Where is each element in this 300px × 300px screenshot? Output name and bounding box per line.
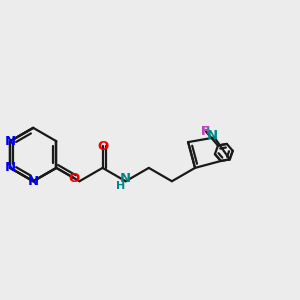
Text: N: N <box>28 175 39 188</box>
Text: N: N <box>4 161 16 174</box>
Text: O: O <box>69 172 80 185</box>
Text: N: N <box>4 135 16 148</box>
Text: N: N <box>206 130 218 142</box>
Text: F: F <box>201 125 210 138</box>
Text: H: H <box>201 126 211 136</box>
Text: O: O <box>97 140 108 153</box>
Text: N: N <box>120 172 131 185</box>
Text: H: H <box>116 181 125 191</box>
